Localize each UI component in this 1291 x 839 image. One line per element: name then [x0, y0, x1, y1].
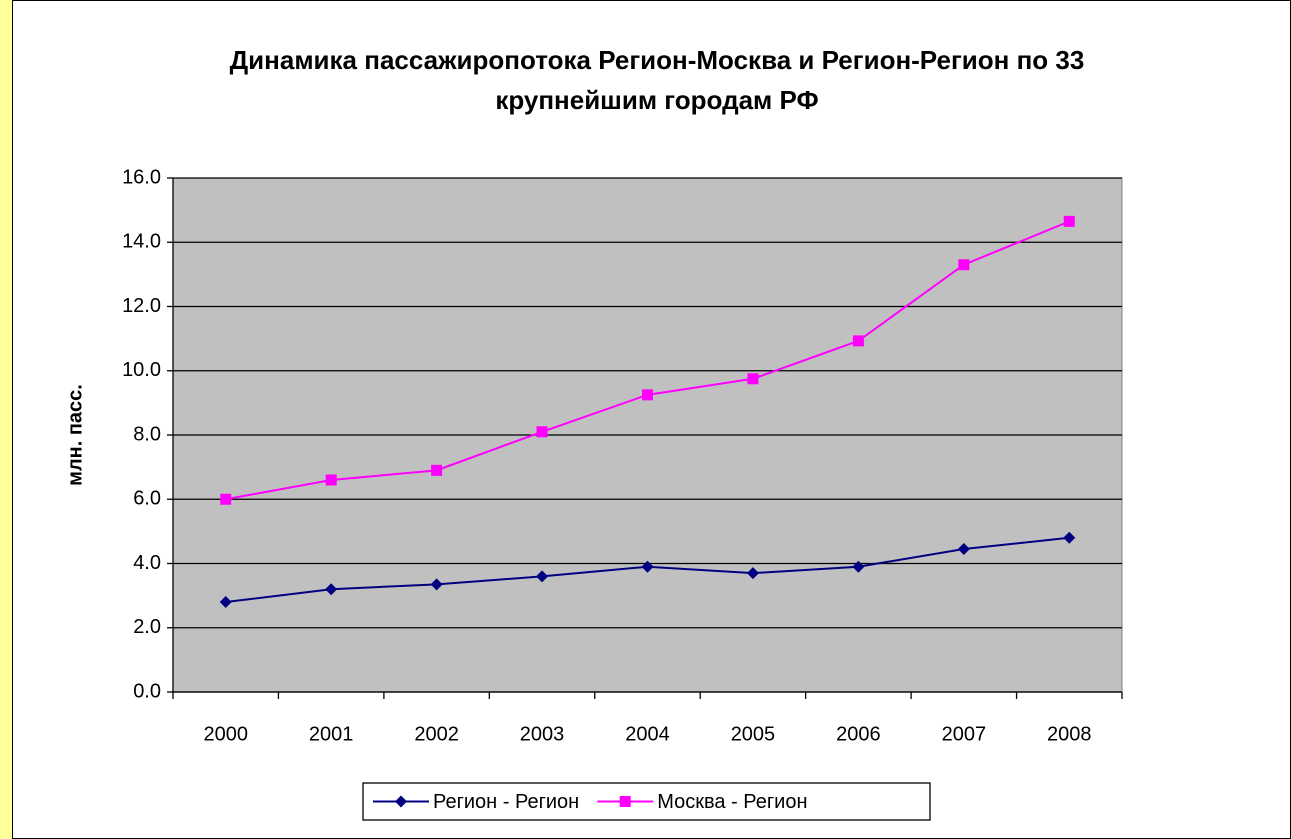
y-axis-label: млн. пасс.	[64, 384, 86, 486]
data-point	[536, 426, 548, 438]
y-tick-label: 0.0	[133, 680, 161, 702]
chart-title: Динамика пассажиропотока Регион-Москва и…	[229, 45, 1085, 115]
y-tick-label: 4.0	[133, 552, 161, 574]
legend-marker	[619, 796, 631, 807]
data-point	[325, 583, 338, 596]
x-tick-label: 2008	[1047, 723, 1092, 745]
y-tick-label: 8.0	[133, 423, 161, 445]
x-tick-label: 2003	[520, 723, 565, 745]
x-tick-label: 2002	[414, 723, 459, 745]
y-tick-label: 2.0	[133, 616, 161, 638]
data-point	[852, 560, 865, 573]
data-point	[746, 567, 759, 580]
x-tick-label: 2005	[731, 723, 776, 745]
data-point	[220, 493, 232, 505]
y-tick-label: 10.0	[122, 359, 161, 381]
data-point	[747, 373, 759, 385]
data-point	[957, 543, 970, 556]
x-tick-label: 2007	[942, 723, 987, 745]
y-tick-label: 12.0	[122, 295, 161, 317]
data-point	[1063, 531, 1076, 544]
data-point	[325, 474, 337, 486]
data-point	[536, 570, 549, 583]
x-tick-label: 2006	[836, 723, 881, 745]
data-point	[1063, 215, 1075, 227]
x-tick-label: 2004	[625, 723, 670, 745]
data-point	[958, 259, 970, 271]
data-point	[219, 596, 232, 609]
legend-label: Регион - Регион	[433, 791, 579, 813]
y-tick-label: 6.0	[133, 488, 161, 510]
data-point	[852, 335, 864, 347]
data-point	[641, 560, 654, 573]
data-point	[430, 578, 443, 591]
y-tick-label: 16.0	[122, 166, 161, 188]
x-tick-label: 2001	[309, 723, 354, 745]
x-tick-label: 2000	[203, 723, 248, 745]
legend-label: Москва - Регион	[657, 791, 807, 813]
data-point	[431, 464, 443, 476]
y-tick-label: 14.0	[122, 231, 161, 253]
data-point	[642, 389, 653, 401]
legend-marker	[395, 795, 407, 808]
